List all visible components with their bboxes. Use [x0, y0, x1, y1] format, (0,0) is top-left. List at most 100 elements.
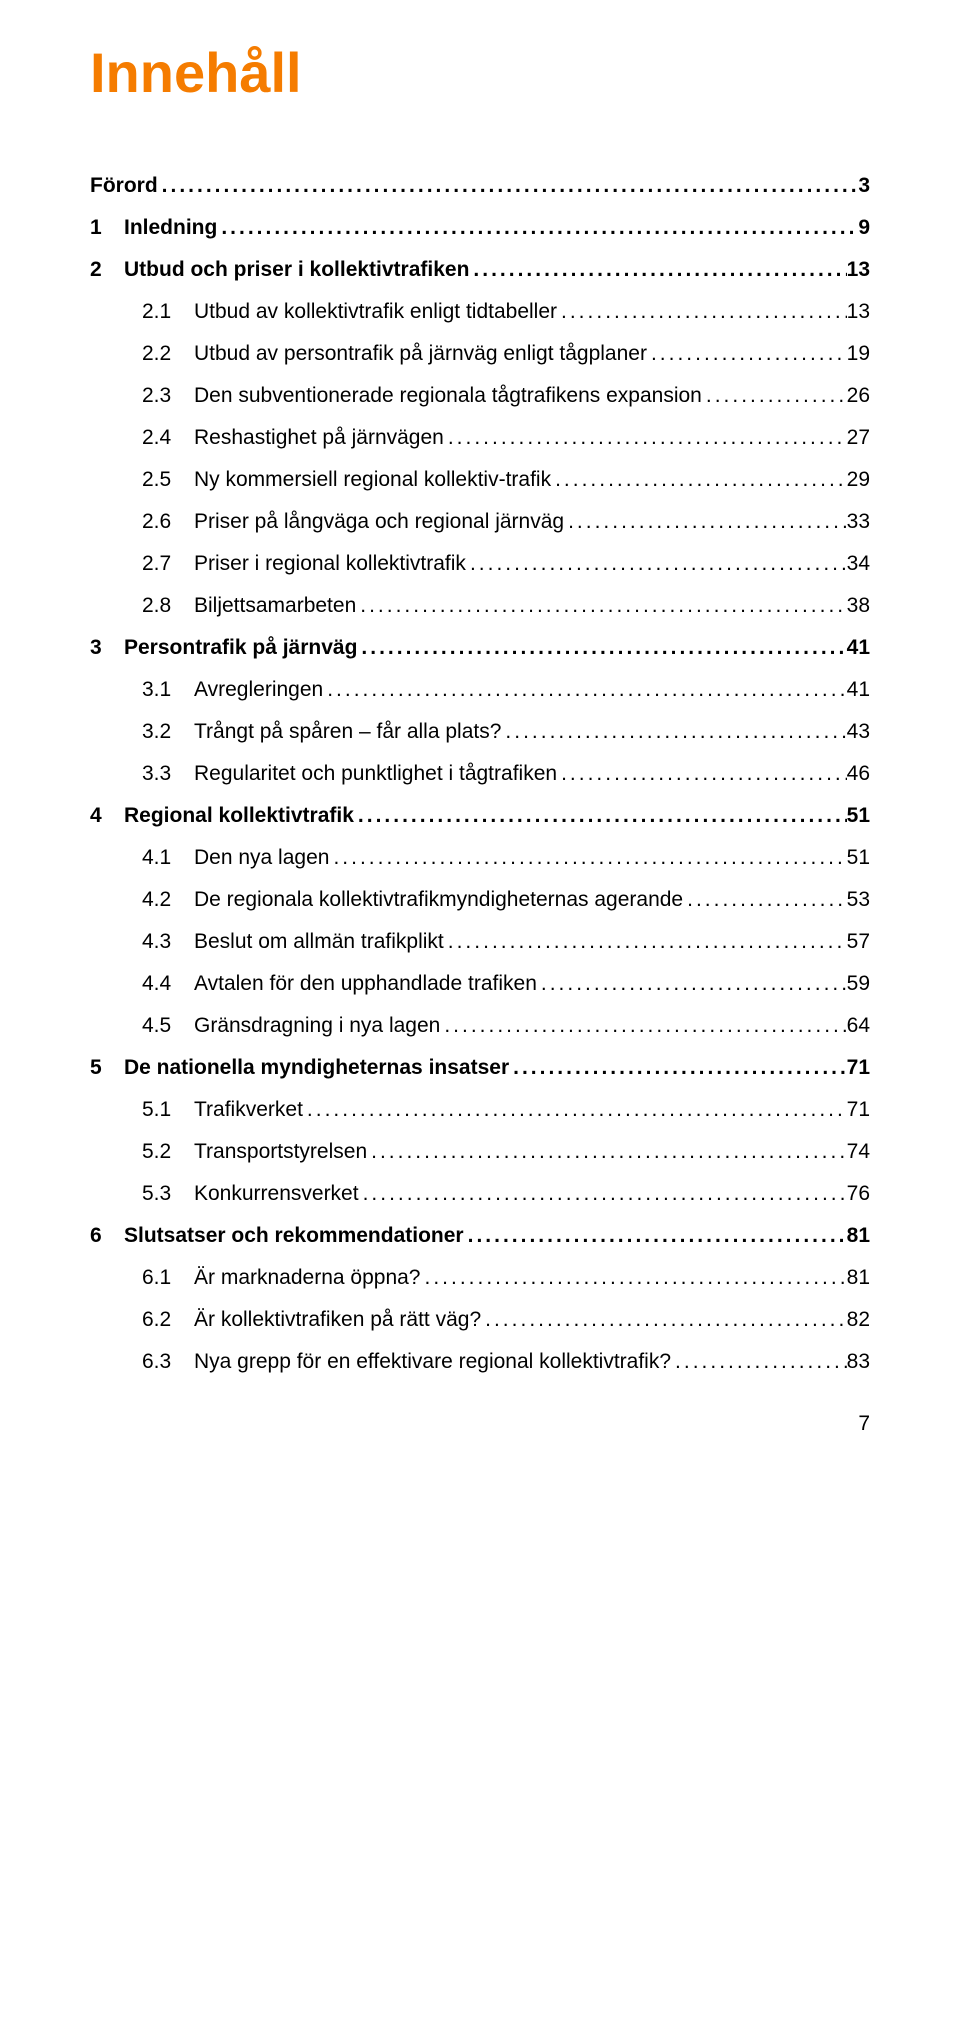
toc-dot-leader: [356, 595, 846, 616]
toc-entry: 2.5Ny kommersiell regional kollektiv-tra…: [90, 469, 870, 490]
toc-entry-text: Priser på långväga och regional järnväg: [194, 511, 564, 532]
toc-dot-leader: [323, 679, 846, 700]
toc-entry-number: 6.3: [142, 1351, 194, 1372]
toc-entry-text: Persontrafik på järnväg: [124, 637, 357, 658]
toc-entry-page: 3: [858, 175, 870, 196]
toc-entry: 2.7Priser i regional kollektivtrafik34: [90, 553, 870, 574]
toc-entry-page: 59: [847, 973, 870, 994]
toc-entry-text: Utbud av persontrafik på järnväg enligt …: [194, 343, 647, 364]
toc-entry-number: 2.7: [142, 553, 194, 574]
toc-entry-page: 81: [847, 1225, 870, 1246]
toc-dot-leader: [647, 343, 847, 364]
toc-entry: 6.1Är marknaderna öppna?81: [90, 1267, 870, 1288]
toc-dot-leader: [357, 637, 846, 658]
toc-dot-leader: [509, 1057, 847, 1078]
toc-dot-leader: [367, 1141, 847, 1162]
toc-entry-page: 27: [847, 427, 870, 448]
toc-entry-page: 13: [847, 301, 870, 322]
toc-entry-text: Trångt på spåren – får alla plats?: [194, 721, 501, 742]
toc-dot-leader: [444, 427, 847, 448]
toc-entry-page: 43: [847, 721, 870, 742]
toc-entry-page: 38: [847, 595, 870, 616]
toc-entry-text: Slutsatser och rekommendationer: [124, 1225, 464, 1246]
toc-entry-number: 3.3: [142, 763, 194, 784]
toc-entry: 3.3Regularitet och punktlighet i tågtraf…: [90, 763, 870, 784]
toc-entry-number: 2.4: [142, 427, 194, 448]
toc-entry-page: 57: [847, 931, 870, 952]
toc-dot-leader: [501, 721, 846, 742]
toc-entry-page: 74: [847, 1141, 870, 1162]
toc-entry-number: 2.5: [142, 469, 194, 490]
toc-dot-leader: [683, 889, 847, 910]
toc-entry: 5.3Konkurrensverket76: [90, 1183, 870, 1204]
toc-entry-page: 9: [858, 217, 870, 238]
toc-entry-text: De nationella myndigheternas insatser: [124, 1057, 509, 1078]
toc-entry: 3.1Avregleringen41: [90, 679, 870, 700]
toc-entry-text: Konkurrensverket: [194, 1183, 359, 1204]
toc-entry: 4Regional kollektivtrafik 51: [90, 805, 870, 826]
toc-entry: 2.3Den subventionerade regionala tågtraf…: [90, 385, 870, 406]
toc-entry-page: 46: [847, 763, 870, 784]
toc-entry: 2.8Biljettsamarbeten 38: [90, 595, 870, 616]
toc-entry-text: Förord: [90, 175, 158, 196]
toc-dot-leader: [217, 217, 858, 238]
toc-entry-page: 82: [847, 1309, 870, 1330]
toc-entry-text: Är marknaderna öppna?: [194, 1267, 420, 1288]
toc-dot-leader: [671, 1351, 847, 1372]
toc-entry-page: 19: [847, 343, 870, 364]
toc-entry-text: Utbud av kollektivtrafik enligt tidtabel…: [194, 301, 557, 322]
toc-entry-number: 4: [90, 805, 124, 826]
toc-dot-leader: [481, 1309, 847, 1330]
toc-entry-number: 5: [90, 1057, 124, 1078]
toc-entry-text: Biljettsamarbeten: [194, 595, 356, 616]
toc-entry-text: Regularitet och punktlighet i tågtrafike…: [194, 763, 557, 784]
toc-entry-text: Avregleringen: [194, 679, 323, 700]
toc-dot-leader: [303, 1099, 847, 1120]
toc-entry-page: 29: [847, 469, 870, 490]
toc-entry-text: Den nya lagen: [194, 847, 329, 868]
toc-entry-page: 51: [847, 847, 870, 868]
toc-entry-text: Inledning: [124, 217, 217, 238]
toc-entry-page: 83: [847, 1351, 870, 1372]
toc-entry-page: 51: [847, 805, 870, 826]
toc-entry-page: 41: [847, 679, 870, 700]
toc-dot-leader: [158, 175, 859, 196]
toc-entry-number: 2.8: [142, 595, 194, 616]
toc-entry-page: 71: [847, 1099, 870, 1120]
toc-dot-leader: [359, 1183, 847, 1204]
toc-entry: 1Inledning9: [90, 217, 870, 238]
toc-entry: 2.1Utbud av kollektivtrafik enligt tidta…: [90, 301, 870, 322]
toc-entry-number: 2.6: [142, 511, 194, 532]
toc-entry: 6.2Är kollektivtrafiken på rätt väg?82: [90, 1309, 870, 1330]
toc-entry-text: De regionala kollektivtrafikmyndighetern…: [194, 889, 683, 910]
table-of-contents: Förord31Inledning92Utbud och priser i ko…: [90, 175, 870, 1372]
toc-dot-leader: [702, 385, 847, 406]
toc-dot-leader: [557, 301, 847, 322]
toc-entry-number: 2.3: [142, 385, 194, 406]
toc-entry: 6.3Nya grepp för en effektivare regional…: [90, 1351, 870, 1372]
toc-dot-leader: [537, 973, 847, 994]
toc-entry-page: 41: [847, 637, 870, 658]
toc-entry-text: Regional kollektivtrafik: [124, 805, 354, 826]
toc-entry-number: 4.1: [142, 847, 194, 868]
toc-entry: 2.2Utbud av persontrafik på järnväg enli…: [90, 343, 870, 364]
toc-entry-page: 53: [847, 889, 870, 910]
toc-entry-page: 71: [847, 1057, 870, 1078]
toc-entry-number: 4.4: [142, 973, 194, 994]
toc-entry-text: Avtalen för den upphandlade trafiken: [194, 973, 537, 994]
toc-entry-number: 4.2: [142, 889, 194, 910]
toc-dot-leader: [564, 511, 847, 532]
toc-entry-page: 76: [847, 1183, 870, 1204]
toc-entry: 2.4Reshastighet på järnvägen 27: [90, 427, 870, 448]
toc-entry-page: 81: [847, 1267, 870, 1288]
toc-dot-leader: [329, 847, 846, 868]
toc-entry: 4.1Den nya lagen 51: [90, 847, 870, 868]
toc-entry: 5.2Transportstyrelsen74: [90, 1141, 870, 1162]
toc-entry: 4.4Avtalen för den upphandlade trafiken 5…: [90, 973, 870, 994]
toc-entry-number: 2.2: [142, 343, 194, 364]
toc-entry: 4.3Beslut om allmän trafikplikt57: [90, 931, 870, 952]
toc-entry-text: Ny kommersiell regional kollektiv-trafik: [194, 469, 551, 490]
toc-entry-number: 3: [90, 637, 124, 658]
toc-entry-text: Reshastighet på järnvägen: [194, 427, 444, 448]
toc-entry-number: 4.3: [142, 931, 194, 952]
